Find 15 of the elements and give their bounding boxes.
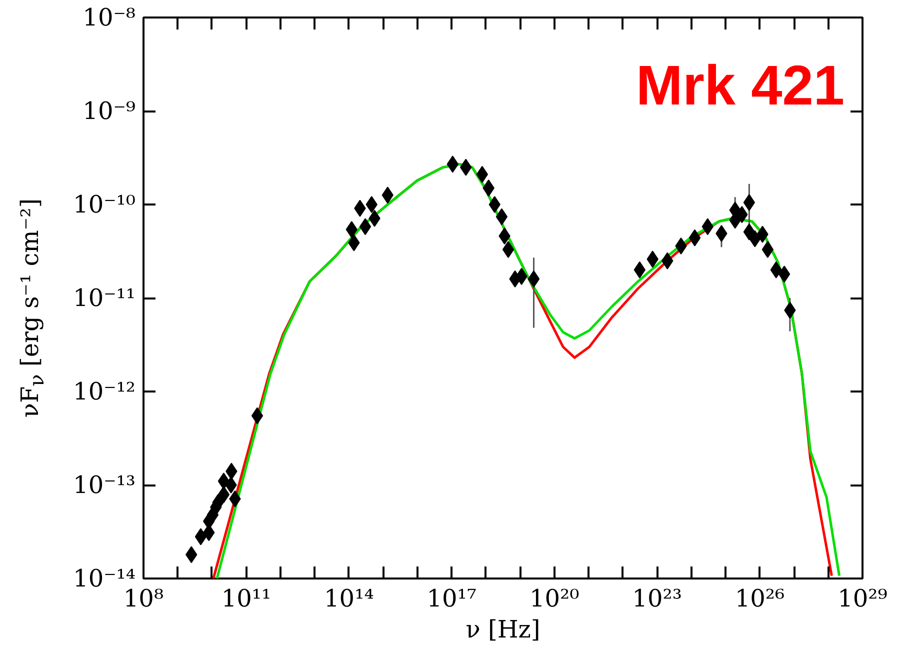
y-tick-label: 10⁻¹¹	[73, 284, 136, 312]
x-tick-label: 10²³	[632, 584, 682, 612]
y-tick-label: 10⁻⁸	[82, 4, 136, 32]
x-tick-label: 10¹⁷	[426, 584, 477, 612]
y-tick-label: 10⁻¹⁰	[73, 190, 136, 218]
text: Mrk 421	[636, 53, 845, 116]
x-axis-title: ν [Hz]	[466, 616, 540, 644]
x-tick-label: 10²⁰	[529, 584, 580, 612]
x-tick-label: 10¹¹	[221, 584, 272, 612]
x-tick-label: 10¹⁴	[324, 584, 374, 612]
x-tick-label: 10²⁹	[838, 584, 888, 612]
y-tick-label: 10⁻¹³	[73, 471, 136, 499]
y-tick-label: 10⁻⁹	[82, 97, 136, 125]
y-tick-label: 10⁻¹²	[73, 378, 136, 406]
x-tick-label: 10²⁶	[734, 584, 785, 612]
